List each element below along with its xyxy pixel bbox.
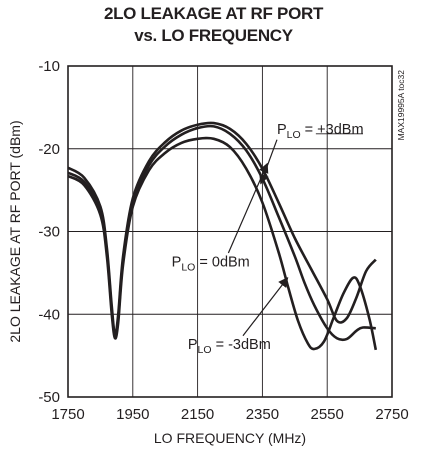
figure-tag: MAX19995A toc32 (396, 70, 406, 141)
tick-labels: 1750 1950 2150 2350 2550 2750 -10 -20 -30 -40 -50 (38, 58, 408, 423)
grid (68, 66, 392, 397)
x-tick-label: 1950 (116, 406, 149, 423)
plot-frame (67, 65, 393, 398)
series-label-0: PLO = +3dBm (277, 122, 364, 141)
y-tick-label: -20 (38, 141, 60, 158)
x-tick-label: 2750 (375, 406, 408, 423)
x-tick-label: 1750 (51, 406, 84, 423)
x-tick-label: 2150 (181, 406, 214, 423)
series-label-1: PLO = 0dBm (172, 254, 250, 273)
series-line-2 (67, 136, 378, 351)
x-tick-label: 2550 (311, 406, 344, 423)
x-tick-label: 2350 (246, 406, 279, 423)
series-label-2: PLO = -3dBm (188, 337, 271, 356)
annotation-arrow-2 (242, 277, 289, 337)
annotation-arrow-0 (259, 139, 278, 185)
annotation-arrow-1 (227, 162, 269, 254)
series-line-0 (67, 121, 377, 337)
series-lines (67, 121, 378, 351)
y-tick-label: -40 (38, 306, 60, 323)
y-tick-label: -30 (38, 224, 60, 241)
y-tick-label: -10 (38, 58, 60, 75)
y-tick-label: -50 (38, 389, 60, 406)
annotations: PLO = +3dBm PLO = 0dBm PLO = -3dBm (172, 122, 364, 356)
chart-title-line-1: 2LO LEAKAGE AT RF PORT (103, 4, 324, 23)
chart-title-line-2: vs. LO FREQUENCY (134, 26, 293, 45)
y-axis-label: 2LO LEAKAGE AT RF PORT (dBm) (7, 120, 23, 342)
x-axis-label: LO FREQUENCY (MHz) (154, 430, 306, 446)
